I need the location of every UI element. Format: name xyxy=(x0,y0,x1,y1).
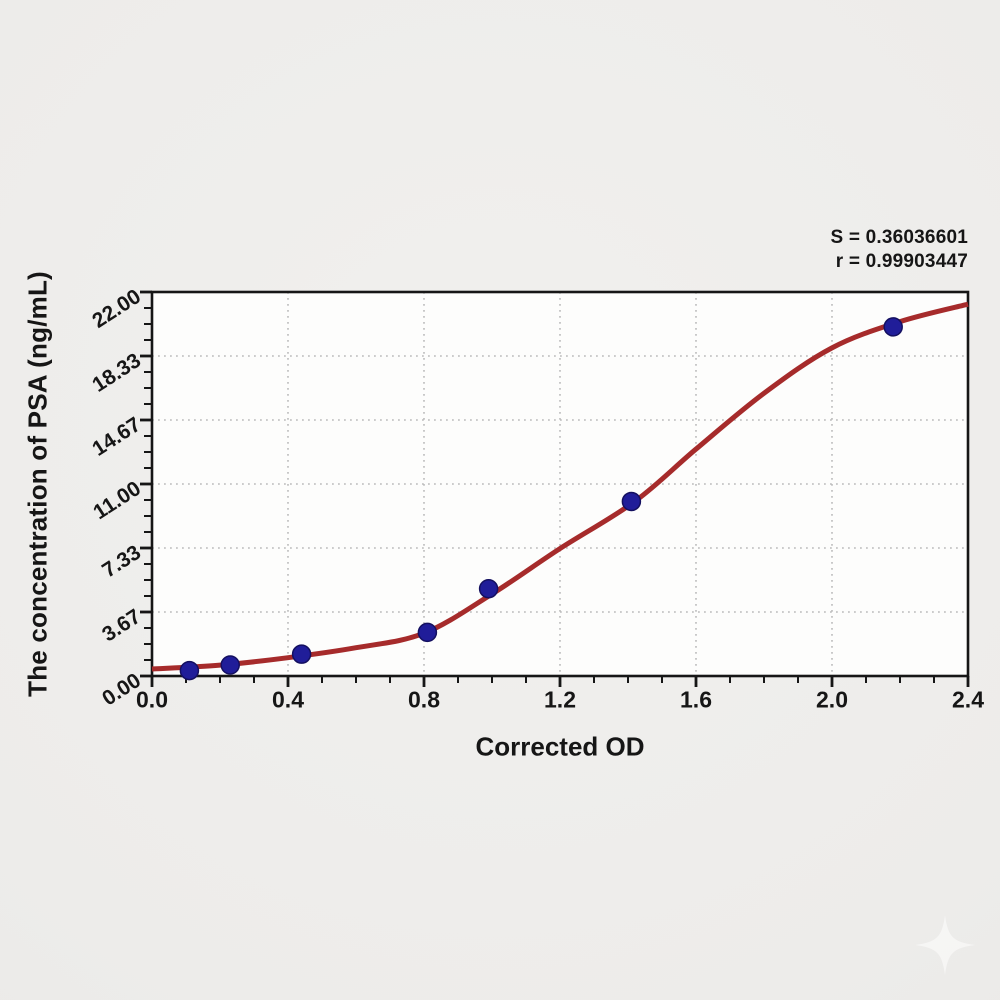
data-point xyxy=(883,317,903,337)
x-tick-label: 0.4 xyxy=(272,686,304,713)
fit-statistics: S = 0.36036601 r = 0.99903447 xyxy=(830,226,968,274)
x-axis-title: Corrected OD xyxy=(475,731,645,762)
x-tick-label: 0.8 xyxy=(408,686,440,713)
data-point xyxy=(478,578,499,599)
y-axis-title: The concentration of PSA (ng/mL) xyxy=(22,271,53,697)
x-tick-label: 2.0 xyxy=(816,686,848,713)
x-tick-label: 1.2 xyxy=(544,686,576,713)
x-tick-label: 2.4 xyxy=(952,686,984,713)
fit-s-value: S = 0.36036601 xyxy=(830,227,968,248)
fit-curve xyxy=(151,301,969,672)
x-tick-label: 1.6 xyxy=(680,686,712,713)
data-point xyxy=(621,491,642,512)
x-tick-label: 0.0 xyxy=(136,686,168,713)
data-point xyxy=(417,622,438,643)
sparkle-watermark-icon xyxy=(915,915,975,975)
fit-r-value: r = 0.99903447 xyxy=(835,251,968,272)
data-point xyxy=(291,644,312,664)
data-point xyxy=(179,660,200,681)
plot-frame xyxy=(150,290,970,678)
data-point xyxy=(220,655,240,675)
